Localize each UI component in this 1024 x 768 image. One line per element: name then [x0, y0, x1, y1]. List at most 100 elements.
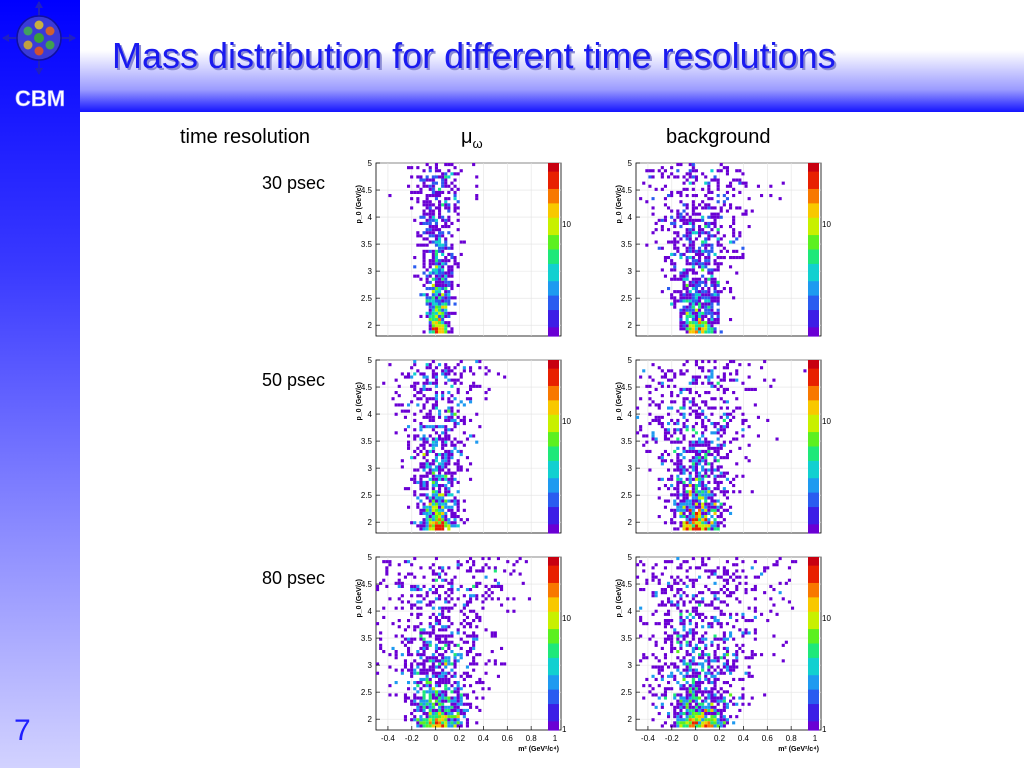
- heatmap-cell: [465, 600, 469, 604]
- heatmap-cell: [453, 524, 457, 528]
- heatmap-cell: [447, 581, 451, 585]
- heatmap-cell: [725, 569, 729, 573]
- heatmap-cell: [441, 724, 445, 728]
- heatmap-cell: [407, 668, 411, 672]
- heatmap-cell: [379, 637, 383, 641]
- heatmap-cell: [447, 184, 451, 188]
- heatmap-cell: [447, 314, 451, 318]
- colorbar-segment: [548, 209, 559, 213]
- heatmap-cell: [685, 277, 689, 281]
- heatmap-cell: [741, 428, 745, 432]
- heatmap-cell: [447, 705, 451, 709]
- heatmap-cell: [444, 172, 448, 176]
- heatmap-cell: [670, 434, 674, 438]
- heatmap-cell: [453, 311, 457, 315]
- heatmap-cell: [691, 302, 695, 306]
- heatmap-cell: [422, 640, 426, 644]
- heatmap-cell: [725, 453, 729, 457]
- heatmap-cell: [428, 271, 432, 275]
- heatmap-cell: [729, 612, 733, 616]
- heatmap-cell: [738, 181, 742, 185]
- heatmap-cell: [425, 175, 429, 179]
- heatmap-cell: [407, 560, 411, 564]
- heatmap-cell: [403, 715, 407, 719]
- colorbar-label: 10: [562, 220, 571, 229]
- heatmap-cell: [450, 493, 454, 497]
- heatmap-cell: [444, 283, 448, 287]
- heatmap-cell: [688, 484, 692, 488]
- y-tick-label: 2.5: [621, 294, 633, 303]
- heatmap-cell: [691, 674, 695, 678]
- title-bar: [80, 0, 1024, 112]
- heatmap-cell: [397, 394, 401, 398]
- heatmap-cell: [425, 425, 429, 429]
- heatmap-cell: [710, 243, 714, 247]
- colorbar-segment: [808, 321, 819, 326]
- heatmap-cell: [685, 674, 689, 678]
- heatmap-cell: [704, 246, 708, 250]
- heatmap-cell: [441, 465, 445, 469]
- colorbar-segment: [548, 512, 559, 517]
- heatmap-cell: [716, 443, 720, 447]
- heatmap-cell: [719, 656, 723, 660]
- y-tick-label: 2: [628, 715, 633, 724]
- heatmap-cell: [428, 705, 432, 709]
- heatmap-cell: [670, 600, 674, 604]
- heatmap-cell: [469, 674, 473, 678]
- heatmap-cell: [707, 662, 711, 666]
- colorbar-segment: [548, 411, 559, 416]
- heatmap-cell: [453, 721, 457, 725]
- heatmap-cell: [444, 415, 448, 419]
- heatmap-cell: [419, 524, 423, 528]
- heatmap-cell: [713, 311, 717, 315]
- heatmap-cell: [694, 693, 698, 697]
- heatmap-cell: [716, 671, 720, 675]
- heatmap-cell: [657, 418, 661, 422]
- heatmap-cell: [441, 515, 445, 519]
- heatmap-cell: [704, 194, 708, 198]
- heatmap-cell: [719, 693, 723, 697]
- colorbar-segment: [808, 489, 819, 494]
- heatmap-cell: [518, 572, 522, 576]
- heatmap-cell: [688, 324, 692, 328]
- heatmap-cell: [685, 662, 689, 666]
- colorbar-segment: [548, 466, 559, 471]
- heatmap-cell: [688, 653, 692, 657]
- heatmap-cell: [422, 453, 426, 457]
- heatmap-cell: [698, 231, 702, 235]
- heatmap-cell: [450, 480, 454, 484]
- heatmap-cell: [688, 631, 692, 635]
- heatmap-cell: [701, 693, 705, 697]
- heatmap-cell: [735, 249, 739, 253]
- heatmap-cell: [698, 437, 702, 441]
- heatmap-cell: [459, 240, 463, 244]
- heatmap-cell: [382, 650, 386, 654]
- heatmap-cell: [462, 443, 466, 447]
- heatmap-cell: [701, 699, 705, 703]
- colorbar-segment: [808, 495, 819, 499]
- heatmap-cell: [667, 715, 671, 719]
- heatmap-cell: [670, 640, 674, 644]
- heatmap-cell: [453, 194, 457, 198]
- heatmap-cell: [741, 181, 745, 185]
- heatmap-cell: [431, 708, 435, 712]
- heatmap-cell: [422, 584, 426, 588]
- heatmap-cell: [701, 318, 705, 322]
- heatmap-cell: [657, 665, 661, 669]
- heatmap-cell: [704, 459, 708, 463]
- heatmap-cell: [410, 456, 414, 460]
- colorbar-segment: [808, 577, 819, 581]
- heatmap-cell: [422, 524, 426, 528]
- heatmap-cell: [657, 712, 661, 716]
- heatmap-cell: [729, 240, 733, 244]
- colorbar-segment: [548, 240, 559, 245]
- heatmap-cell: [710, 643, 714, 647]
- heatmap-cell: [447, 252, 451, 256]
- heatmap-cell: [670, 240, 674, 244]
- heatmap-cell: [670, 702, 674, 706]
- heatmap-cell: [654, 656, 658, 660]
- heatmap-cell: [701, 612, 705, 616]
- heatmap-cell: [428, 687, 432, 691]
- heatmap-cell: [688, 480, 692, 484]
- heatmap-cell: [719, 490, 723, 494]
